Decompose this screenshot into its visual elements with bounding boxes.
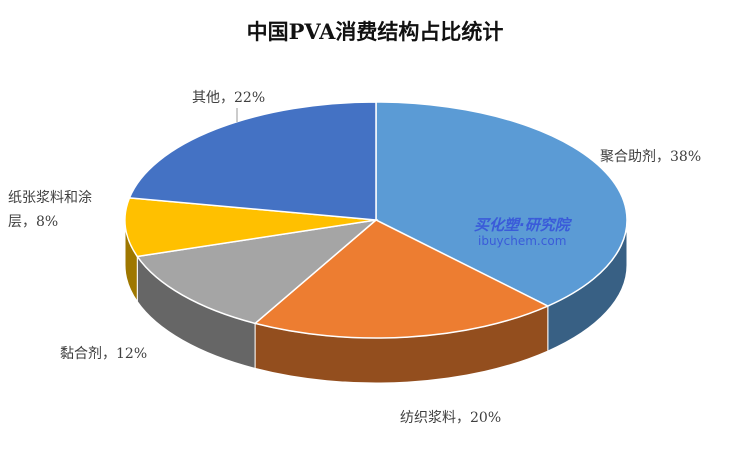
data-label: 其他，22% xyxy=(192,90,266,106)
watermark-url: ibuychem.com xyxy=(478,234,567,248)
data-label: 聚合助剂，38% xyxy=(600,149,702,165)
watermark-title: 买化塑·研究院 xyxy=(474,216,570,234)
slice xyxy=(375,101,628,307)
slice xyxy=(253,219,550,339)
chart-title: 中国PVA消费结构占比统计 xyxy=(246,19,504,44)
data-label: 纺织浆料，20% xyxy=(400,410,502,426)
slice xyxy=(124,197,377,258)
slice xyxy=(128,101,377,221)
slice xyxy=(135,218,379,325)
data-label: 黏合剂，12% xyxy=(60,346,148,362)
data-label: 纸张浆料和涂层，8% xyxy=(8,190,92,230)
